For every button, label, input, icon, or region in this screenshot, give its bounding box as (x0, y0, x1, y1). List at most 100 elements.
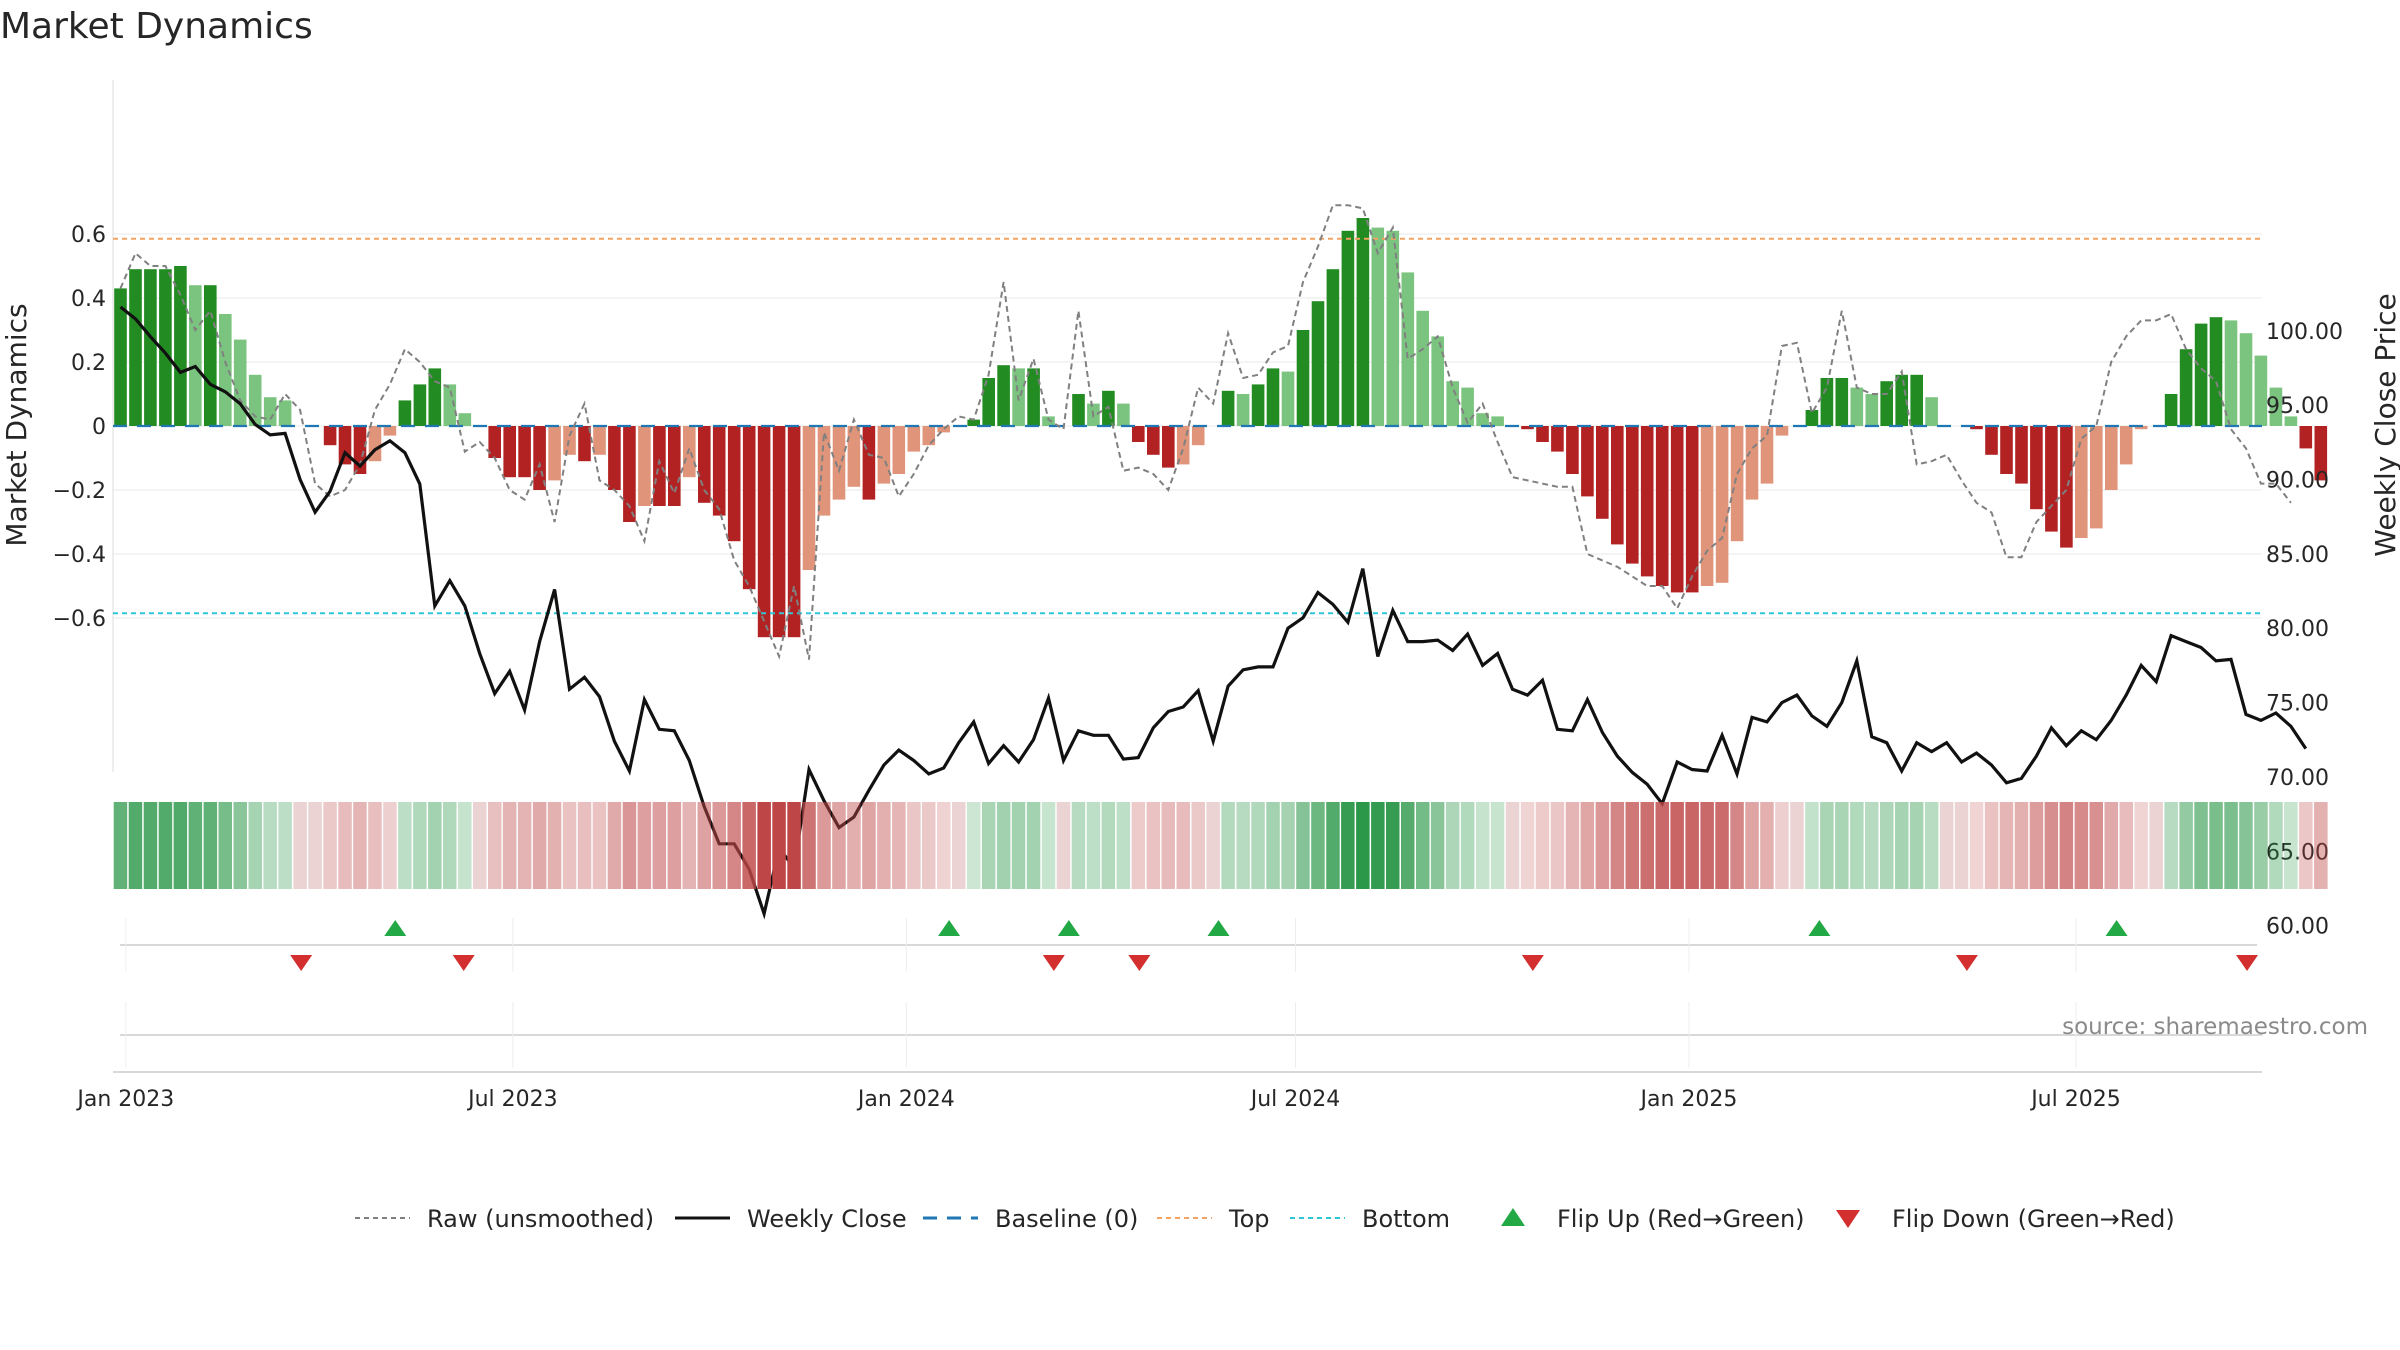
momentum-bar (323, 426, 337, 446)
momentum-bar (278, 400, 292, 426)
momentum-bar (1476, 413, 1489, 426)
momentum-bar (817, 426, 831, 516)
momentum-bar (802, 426, 816, 570)
momentum-bar (263, 397, 277, 426)
momentum-bar (129, 269, 142, 426)
regime-strip-cell (2074, 802, 2089, 889)
momentum-bar (1805, 410, 1819, 426)
regime-strip-cell (1984, 802, 1999, 889)
x-tick-label: Jan 2023 (75, 1087, 174, 1112)
y2-tick-label: 70.00 (2266, 766, 2329, 791)
regime-strip-cell (697, 802, 711, 889)
regime-strip-cell (368, 802, 382, 889)
momentum-bar (638, 426, 651, 506)
reference-lines (113, 237, 2262, 615)
y-axis-ticks: 0.6 0.4 0.2 0 −0.2 −0.4 −0.6 (53, 223, 106, 632)
momentum-bar (1895, 374, 1908, 426)
regime-strip-cell (2164, 802, 2178, 889)
regime-strip-cell (1610, 802, 1625, 889)
regime-strip-cell (188, 802, 203, 889)
momentum-bar (1551, 426, 1564, 452)
momentum-bar (1536, 426, 1549, 442)
regime-strip-cell (1999, 802, 2014, 889)
flip-up-marker (1207, 920, 1230, 936)
regime-strip-cell (1954, 802, 1969, 889)
regime-strip-cell (712, 802, 726, 889)
regime-strip-cell (547, 802, 562, 889)
x-tick-label: Jan 2024 (856, 1087, 955, 1112)
regime-strip-cell (1700, 802, 1714, 889)
regime-strip-cell (1655, 802, 1669, 889)
momentum-bar (458, 413, 472, 426)
momentum-bar (2239, 333, 2253, 426)
momentum-bar (1356, 218, 1370, 426)
momentum-bar (2194, 323, 2208, 426)
regime-strip-cell (996, 802, 1011, 889)
regime-strip-cell (308, 802, 322, 889)
regime-strip-cell (2194, 802, 2208, 889)
regime-strip-cell (1580, 802, 1595, 889)
regime-strip-cell (1670, 802, 1684, 889)
regime-strip-cell (1550, 802, 1565, 889)
regime-strip-cell (1805, 802, 1819, 889)
momentum-bar (1760, 426, 1774, 484)
momentum-bar (1925, 397, 1938, 426)
regime-strip-cell (1775, 802, 1789, 889)
momentum-bar (1521, 426, 1534, 430)
y2-axis-ticks: 100.00 95.00 90.00 85.00 80.00 75.00 70.00 65.0… (2266, 320, 2343, 940)
momentum-bar (488, 426, 501, 458)
regime-strip-cell (877, 802, 891, 889)
regime-strip-cell (1850, 802, 1864, 889)
regime-strip-cell (203, 802, 218, 889)
regime-strip-cell (1745, 802, 1759, 889)
regime-strip-cell (2314, 802, 2328, 889)
regime-strip-cell (338, 802, 352, 889)
momentum-bar (1251, 384, 1265, 426)
regime-strip-cell (1386, 802, 1400, 889)
momentum-bar (174, 266, 187, 426)
regime-strip-cell (1356, 802, 1370, 889)
momentum-bar (1880, 381, 1893, 426)
momentum-bar (398, 400, 412, 426)
legend-label: Flip Up (Red→Green) (1557, 1205, 1805, 1233)
momentum-bar (907, 426, 921, 452)
momentum-bar (847, 426, 861, 487)
flip-markers (290, 920, 2259, 971)
regime-strip-cell (1026, 802, 1041, 889)
momentum-bar (1715, 426, 1729, 583)
legend-item-raw: Raw (unsmoothed) (355, 1205, 654, 1233)
y-axis-title: Market Dynamics (0, 303, 33, 546)
momentum-bar (383, 426, 397, 436)
momentum-bar (2224, 320, 2238, 426)
momentum-bar (967, 419, 980, 426)
regime-strip-cell (233, 802, 247, 889)
regime-strip-cell (113, 802, 128, 889)
momentum-bar (518, 426, 531, 478)
flip-up-marker (1057, 920, 1080, 936)
legend: Raw (unsmoothed) Weekly Close Baseline (0)… (355, 1205, 2175, 1233)
regime-strip-cell (1371, 802, 1385, 889)
regime-strip-cell (592, 802, 607, 889)
momentum-bar (1685, 426, 1699, 593)
momentum-bar (1700, 426, 1714, 586)
y2-tick-label: 60.00 (2266, 915, 2329, 940)
momentum-bar (832, 426, 846, 500)
regime-strip-cell (1401, 802, 1415, 889)
y2-tick-label: 75.00 (2266, 692, 2329, 717)
regime-strip-cell (682, 802, 696, 889)
regime-strip-cell (413, 802, 427, 889)
momentum-bar (742, 426, 756, 590)
y2-tick-label: 65.00 (2266, 840, 2329, 865)
momentum-bar (413, 384, 427, 426)
regime-strip-cell (742, 802, 756, 889)
momentum-bar (1132, 426, 1145, 442)
regime-strip-cell (1565, 802, 1580, 889)
y2-tick-label: 80.00 (2266, 617, 2329, 642)
momentum-bar (248, 374, 262, 426)
x-tick-label: Jul 2024 (1249, 1087, 1341, 1112)
regime-strip-cell (1715, 802, 1729, 889)
momentum-bar (877, 426, 891, 484)
momentum-bar (1072, 394, 1085, 426)
legend-swatch (1501, 1208, 1525, 1226)
legend-item-bottom: Bottom (1290, 1205, 1450, 1233)
